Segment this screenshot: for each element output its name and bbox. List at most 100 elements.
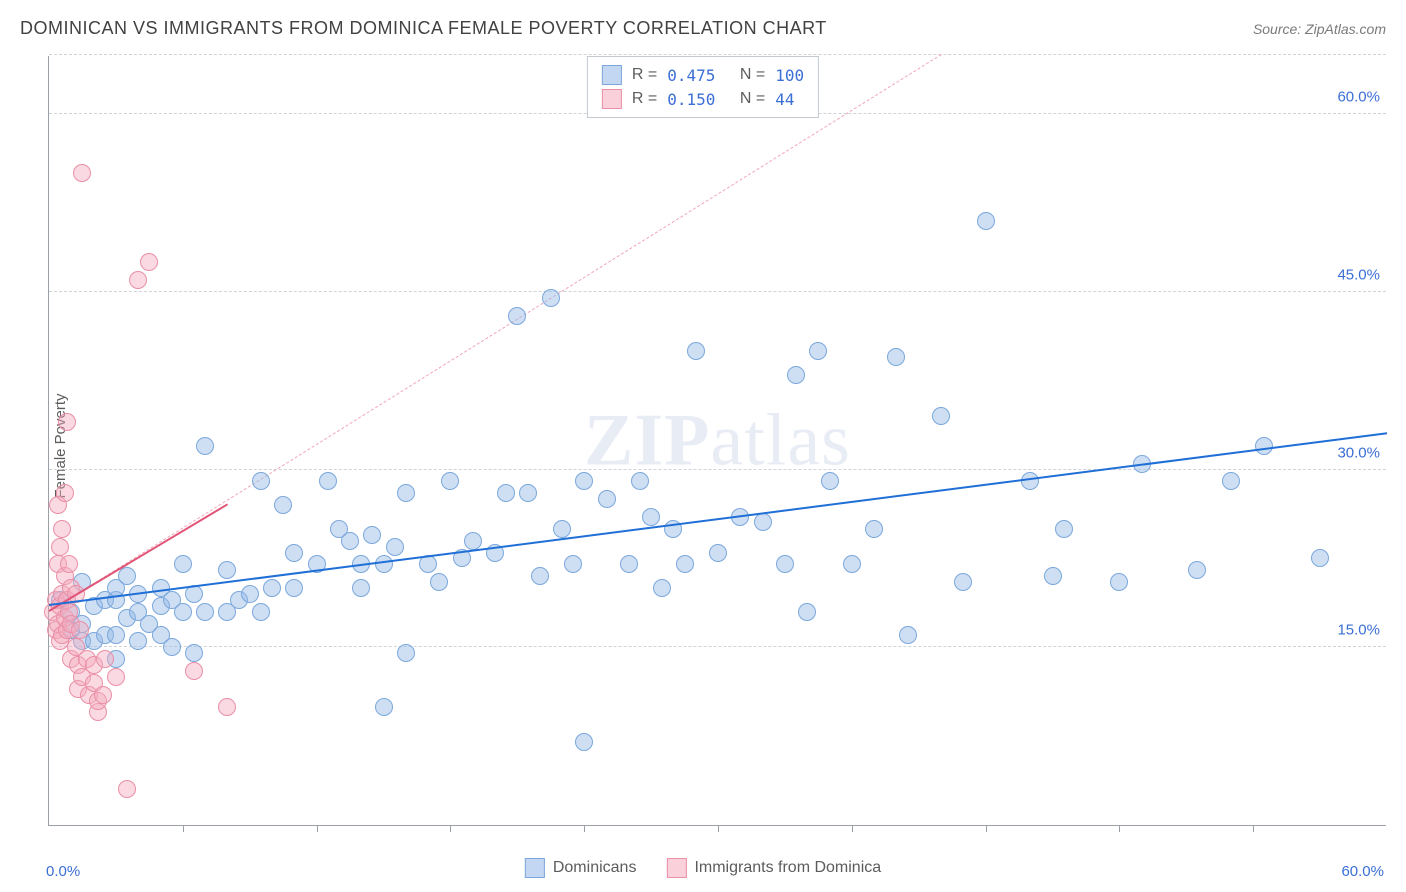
- data-point: [809, 342, 827, 360]
- data-point: [430, 573, 448, 591]
- x-tick: [584, 825, 585, 832]
- data-point: [397, 484, 415, 502]
- data-point: [977, 212, 995, 230]
- data-point: [687, 342, 705, 360]
- data-point: [375, 698, 393, 716]
- data-point: [375, 555, 393, 573]
- data-point: [118, 567, 136, 585]
- data-point: [821, 472, 839, 490]
- data-point: [631, 472, 649, 490]
- data-point: [107, 668, 125, 686]
- chart-source: Source: ZipAtlas.com: [1253, 21, 1386, 37]
- data-point: [1311, 549, 1329, 567]
- x-tick: [317, 825, 318, 832]
- data-point: [96, 650, 114, 668]
- gridline: [49, 291, 1386, 292]
- data-point: [218, 698, 236, 716]
- data-point: [185, 662, 203, 680]
- data-point: [754, 513, 772, 531]
- data-point: [798, 603, 816, 621]
- data-point: [598, 490, 616, 508]
- chart-title: DOMINICAN VS IMMIGRANTS FROM DOMINICA FE…: [20, 18, 827, 39]
- data-point: [252, 472, 270, 490]
- x-axis-min-label: 0.0%: [46, 863, 80, 880]
- data-point: [1188, 561, 1206, 579]
- legend-item: Dominicans: [525, 858, 637, 878]
- data-point: [252, 603, 270, 621]
- data-point: [776, 555, 794, 573]
- data-point: [865, 520, 883, 538]
- data-point: [642, 508, 660, 526]
- data-point: [363, 526, 381, 544]
- data-point: [441, 472, 459, 490]
- legend-row: R = 0.475 N = 100: [602, 63, 804, 87]
- data-point: [954, 573, 972, 591]
- data-point: [1110, 573, 1128, 591]
- data-point: [1044, 567, 1062, 585]
- data-point: [709, 544, 727, 562]
- data-point: [263, 579, 281, 597]
- data-point: [397, 644, 415, 662]
- data-point: [464, 532, 482, 550]
- watermark: ZIPatlas: [584, 398, 851, 483]
- data-point: [285, 544, 303, 562]
- data-point: [564, 555, 582, 573]
- data-point: [575, 733, 593, 751]
- swatch-icon: [666, 858, 686, 878]
- data-point: [386, 538, 404, 556]
- data-point: [218, 561, 236, 579]
- y-tick-label: 15.0%: [1337, 622, 1380, 639]
- data-point: [196, 437, 214, 455]
- data-point: [542, 289, 560, 307]
- y-tick-label: 60.0%: [1337, 89, 1380, 106]
- series-legend: Dominicans Immigrants from Dominica: [525, 858, 881, 878]
- data-point: [140, 253, 158, 271]
- y-tick-label: 30.0%: [1337, 444, 1380, 461]
- data-point: [60, 555, 78, 573]
- data-point: [129, 632, 147, 650]
- x-tick: [1253, 825, 1254, 832]
- data-point: [341, 532, 359, 550]
- x-tick: [183, 825, 184, 832]
- data-point: [653, 579, 671, 597]
- gridline: [49, 646, 1386, 647]
- legend-row: R = 0.150 N = 44: [602, 87, 804, 111]
- data-point: [1021, 472, 1039, 490]
- data-point: [129, 271, 147, 289]
- data-point: [58, 413, 76, 431]
- data-point: [843, 555, 861, 573]
- legend-item: Immigrants from Dominica: [666, 858, 881, 878]
- data-point: [787, 366, 805, 384]
- correlation-legend: R = 0.475 N = 100 R = 0.150 N = 44: [587, 56, 819, 118]
- data-point: [118, 780, 136, 798]
- data-point: [575, 472, 593, 490]
- x-tick: [852, 825, 853, 832]
- trendline: [49, 432, 1387, 606]
- data-point: [56, 484, 74, 502]
- data-point: [73, 164, 91, 182]
- gridline: [49, 469, 1386, 470]
- data-point: [51, 538, 69, 556]
- x-axis-max-label: 60.0%: [1341, 863, 1384, 880]
- x-tick: [450, 825, 451, 832]
- data-point: [497, 484, 515, 502]
- data-point: [676, 555, 694, 573]
- data-point: [53, 520, 71, 538]
- x-tick: [1119, 825, 1120, 832]
- gridline: [49, 54, 1386, 55]
- data-point: [519, 484, 537, 502]
- swatch-icon: [525, 858, 545, 878]
- swatch-icon: [602, 65, 622, 85]
- data-point: [185, 644, 203, 662]
- scatter-plot: ZIPatlas 15.0% 30.0% 45.0% 60.0%: [48, 56, 1386, 826]
- data-point: [174, 555, 192, 573]
- data-point: [352, 579, 370, 597]
- data-point: [620, 555, 638, 573]
- data-point: [163, 638, 181, 656]
- data-point: [932, 407, 950, 425]
- data-point: [107, 626, 125, 644]
- data-point: [94, 686, 112, 704]
- data-point: [1255, 437, 1273, 455]
- data-point: [553, 520, 571, 538]
- y-tick-label: 45.0%: [1337, 266, 1380, 283]
